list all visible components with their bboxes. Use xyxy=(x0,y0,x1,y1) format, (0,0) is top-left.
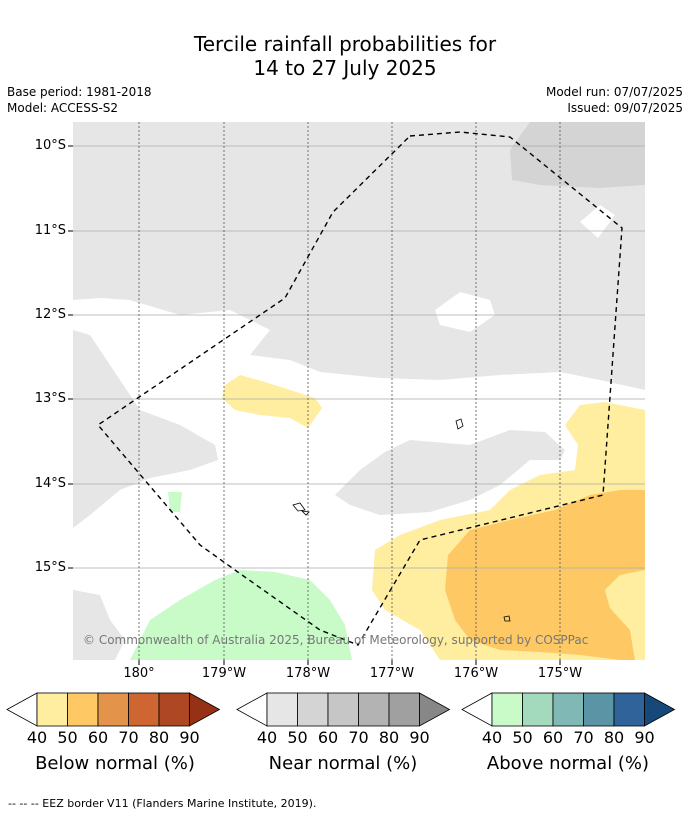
colorbar-near-swatch xyxy=(327,692,359,727)
colorbar-tick-label: 40 xyxy=(481,728,503,747)
graticule xyxy=(73,145,645,569)
colorbar-tick-label: 50 xyxy=(287,728,308,747)
colorbar-tick-label: 90 xyxy=(409,728,430,747)
colorbar-above-swatch xyxy=(613,692,645,727)
colorbar-label-below: Below normal (%) xyxy=(35,753,195,774)
colorbar-label-near: Near normal (%) xyxy=(268,753,418,774)
colorbar-above-swatch xyxy=(491,692,523,727)
colorbar-tick-label: 70 xyxy=(573,728,594,747)
colorbar-tick-label: 40 xyxy=(256,728,278,747)
colorbar-tick-label: 90 xyxy=(634,728,655,747)
model-name: Model: ACCESS-S2 xyxy=(7,101,119,115)
colorbar-near-swatch xyxy=(419,692,451,727)
islands xyxy=(292,418,511,622)
colorbar-tick-label: 80 xyxy=(148,728,170,747)
colorbar-below-under-arrow xyxy=(6,692,38,727)
base-period: Base period: 1981-2018 xyxy=(7,85,152,99)
lat-tick-label: 12°S xyxy=(34,307,66,322)
near-normal-region-west xyxy=(73,330,218,528)
lat-tick-label: 10°S xyxy=(34,138,66,153)
footer-legend: -- -- -- EEZ border V11 (Flanders Marine… xyxy=(8,797,317,810)
colorbar-above-swatch xyxy=(552,692,584,727)
colorbar-below-swatch xyxy=(128,692,160,727)
colorbar-above-swatch xyxy=(644,692,676,727)
lon-tick-label: 179°W xyxy=(201,666,247,681)
colorbar-above-swatch xyxy=(522,692,554,727)
above-normal-region-southwest xyxy=(73,570,352,660)
below-normal-region-west xyxy=(222,375,322,428)
colorbar-below-swatch xyxy=(67,692,99,727)
colorbar-tick-label: 70 xyxy=(348,728,369,747)
colorbar-tick-label: 60 xyxy=(542,728,564,747)
colorbar-below-swatch xyxy=(158,692,190,727)
colorbar-below-swatch xyxy=(97,692,129,727)
lon-tick-label: 175°W xyxy=(537,666,583,681)
colorbar-above-under-arrow xyxy=(461,692,493,727)
colorbar-tick-label: 60 xyxy=(87,728,109,747)
colorbar-tick-label: 80 xyxy=(378,728,400,747)
map-credit: © Commonwealth of Australia 2025, Bureau… xyxy=(83,633,589,647)
colorbar-near-swatch xyxy=(297,692,329,727)
colorbar-above-swatch xyxy=(583,692,615,727)
near-normal-region-middle xyxy=(335,430,565,515)
colorbar-tick-label: 70 xyxy=(118,728,139,747)
colorbar-tick-label: 40 xyxy=(26,728,48,747)
title-line-2: 14 to 27 July 2025 xyxy=(253,56,437,80)
lon-tick-label: 177°W xyxy=(369,666,415,681)
colorbar-near-swatch xyxy=(358,692,390,727)
colorbar-tick-label: 60 xyxy=(317,728,339,747)
model-run: Model run: 07/07/2025 xyxy=(545,85,683,99)
near-normal-region-northeast xyxy=(510,122,645,188)
lon-tick-label: 176°W xyxy=(453,666,499,681)
lat-tick-label: 15°S xyxy=(34,560,66,575)
colorbar-tick-label: 50 xyxy=(57,728,78,747)
lat-tick-label: 11°S xyxy=(34,223,66,238)
colorbar-near-under-arrow xyxy=(236,692,268,727)
map-fill-layer xyxy=(73,122,645,660)
colorbars xyxy=(6,692,676,727)
issued-date: Issued: 09/07/2025 xyxy=(567,101,683,115)
colorbar-below-swatch xyxy=(36,692,68,727)
colorbar-tick-label: 50 xyxy=(512,728,533,747)
below-normal-region-southeast-60 xyxy=(445,490,645,660)
colorbar-tick-label: 90 xyxy=(179,728,200,747)
colorbar-tick-label: 80 xyxy=(603,728,625,747)
colorbar-below-swatch xyxy=(189,692,221,727)
title-line-1: Tercile rainfall probabilities for xyxy=(193,32,497,56)
colorbar-label-above: Above normal (%) xyxy=(486,753,650,774)
lat-tick-label: 13°S xyxy=(34,391,66,406)
lat-tick-label: 14°S xyxy=(34,476,66,491)
colorbar-near-swatch xyxy=(266,692,298,727)
lon-tick-label: 180° xyxy=(123,666,155,681)
colorbar-near-swatch xyxy=(388,692,420,727)
near-normal-region-north xyxy=(73,122,645,390)
lon-tick-label: 178°W xyxy=(285,666,331,681)
